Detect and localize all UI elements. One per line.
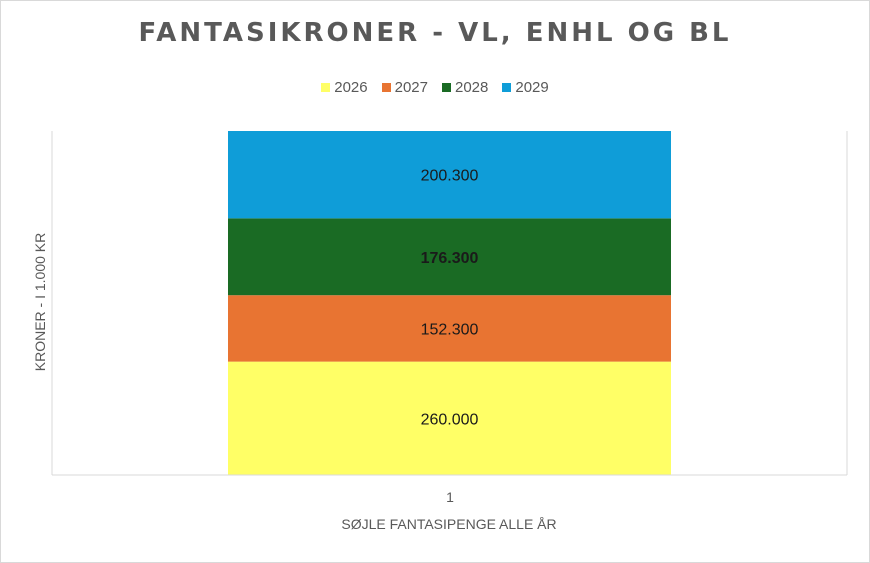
bar-segment-2027	[228, 295, 671, 362]
legend-swatch	[442, 83, 451, 92]
bar-segment-2028	[228, 218, 671, 296]
legend-label: 2029	[515, 79, 549, 96]
legend-item-2027: 2027	[381, 79, 428, 96]
legend-swatch	[321, 83, 331, 92]
data-label-2029: 200.300	[421, 168, 479, 185]
x-tick-label: 1	[446, 489, 454, 505]
legend-item-2026: 2026	[321, 79, 368, 96]
legend-swatch	[381, 83, 391, 92]
x-axis-title: SØJLE FANTASIPENGE ALLE ÅR	[341, 516, 557, 532]
bar-segment-2026	[228, 361, 671, 475]
legend: 2026 2027 2028 2029	[0, 79, 870, 96]
legend-item-2028: 2028	[442, 79, 488, 96]
y-axis-title: KRONER - I 1.000 KR	[32, 232, 48, 372]
data-label-2026: 260.000	[421, 411, 479, 428]
legend-label: 2027	[394, 79, 428, 96]
bar-segment-2029	[228, 131, 671, 219]
chart-title: FANTASIKRONER - VL, ENHL OG BL	[138, 18, 732, 48]
data-label-2027: 152.300	[421, 321, 479, 338]
legend-swatch	[502, 83, 512, 92]
data-label-2028: 176.300	[421, 250, 479, 267]
legend-label: 2028	[455, 79, 489, 96]
legend-item-2029: 2029	[502, 79, 549, 96]
legend-label: 2026	[334, 79, 368, 96]
